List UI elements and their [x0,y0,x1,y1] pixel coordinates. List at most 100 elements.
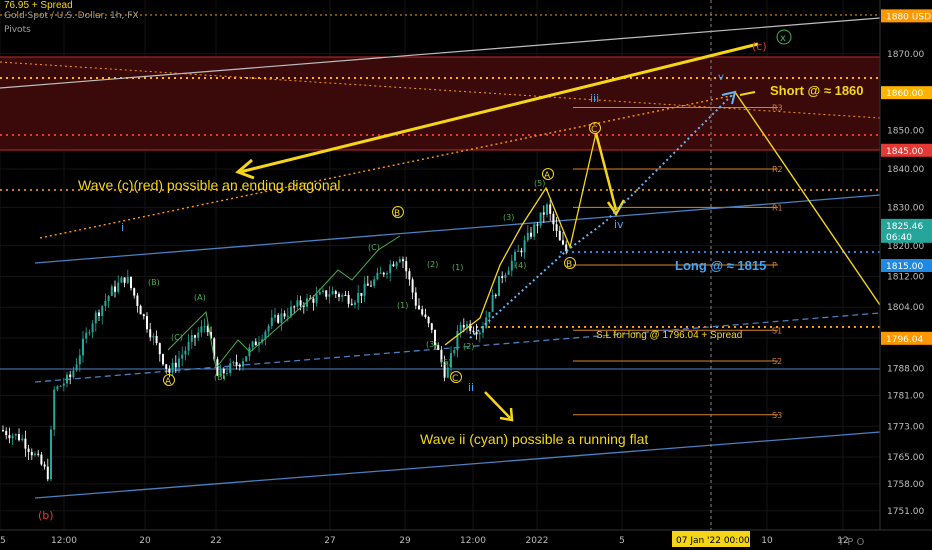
time-tick-label: 20 [139,536,151,546]
candle-body [178,358,180,368]
candle-body [382,272,385,275]
descending-dotted-line [0,61,881,119]
candle-body [181,354,184,359]
candle-body [453,350,456,354]
wave-label-C-green-2: (C) [368,243,380,252]
candle-body [462,325,465,328]
candle-body [357,292,360,303]
candle-body [552,213,555,225]
candle-body [504,274,507,278]
price-tick-label: 1840.00 [887,165,924,175]
candle-body [517,250,520,252]
wave-label-c-red: (c) [752,40,767,53]
candle-body [424,314,427,318]
candle-body [66,374,68,384]
channel-lower [34,431,881,499]
wave-ii-arrow [484,391,511,419]
candle-body [546,204,548,215]
pivots-indicator-label[interactable]: Pivots [4,25,31,35]
candle-body [171,362,174,373]
candle-body [107,295,110,301]
candle-body [226,373,228,375]
pivot-label-r3: R3 [772,104,783,113]
candle-body [270,317,273,326]
price-tick-label: 1870.00 [887,50,924,60]
candle-body [405,261,408,272]
wave-label-A-green: (A) [194,293,206,302]
candle-body [5,431,8,436]
price-tick-label: 1850.00 [887,127,924,137]
candle-body [110,286,113,296]
candle-body [427,317,430,324]
candle-body [46,466,49,480]
candle-body [34,453,36,456]
wave-label-iv: iv [614,218,624,231]
resistance-zone [0,57,880,150]
candle-body [411,279,414,293]
candle-body [251,341,254,348]
candle-body [75,364,78,371]
wave-label-iii: iii [590,92,599,105]
long-note: Long @ ≈ 1815 [675,258,766,273]
pivot-label-s2: S2 [772,357,782,366]
label-A2-circle [542,168,554,180]
wave-label-A2: A [544,171,551,181]
price-badge-label: 1880 USD [886,12,931,22]
time-tick-label: 27 [324,536,335,546]
price-badge-bg [881,86,932,100]
candle-body [341,294,344,297]
candle-body [347,295,350,304]
candle-body [56,386,59,390]
candle-body [94,312,97,324]
candle-body [440,349,443,363]
wave-label-B2: B [566,260,572,270]
wave-label-B-green-2: (B) [214,373,226,382]
candle-body [274,314,276,318]
candle-body [322,290,324,292]
candle-body [78,355,81,365]
price-tick-label: 1804.00 [887,303,924,313]
price-tick-label: 1830.00 [887,203,924,213]
candle-body [238,364,241,367]
candle-body [408,271,411,280]
candle-body [149,329,152,338]
candle-body [213,338,216,360]
candle-body [59,385,62,387]
candle-body [507,270,510,275]
wave-label-5b: (5) [534,179,545,188]
label-B1-circle [392,206,404,218]
footer-logo: T P O [837,537,864,548]
pivot-label-p: P [772,261,777,270]
candle-body [296,300,299,307]
candle-body [130,276,132,289]
candle-body [280,313,283,323]
candle-body [162,354,164,365]
candle-body [139,305,142,315]
candle-body [402,259,404,262]
candle-body [472,330,475,333]
price-badge-bg [881,218,932,243]
candle-body [302,305,305,307]
candle-body [88,332,91,334]
candle-body [245,356,248,362]
price-badge-bg [881,331,932,345]
wave-ii-arrowhead [499,407,514,422]
candle-body [232,362,235,364]
candle-body [392,264,395,267]
price-badge-label: 1860.00 [886,89,923,99]
candle-body [174,362,177,368]
candle-body [549,204,552,214]
wave-label-4: (4) [515,261,526,270]
time-tick-label: 22 [210,536,221,546]
wave-label-B-green-1: (B) [148,278,160,287]
candle-body [133,288,136,296]
price-badge-countdown: 06:40 [886,233,912,243]
wave-label-C2: C [591,125,597,135]
candle-body [254,341,257,346]
wave-label-2a: (2) [427,260,438,269]
price-tick-label: 1773.00 [887,422,924,432]
candle-body [501,276,504,278]
